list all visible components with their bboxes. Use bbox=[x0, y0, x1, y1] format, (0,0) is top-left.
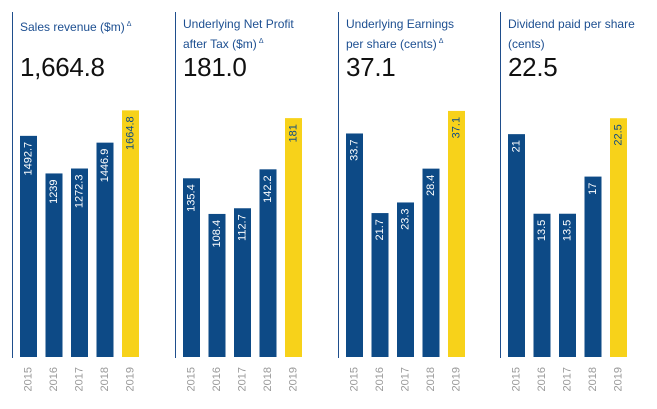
x-tick-label: 2018 bbox=[262, 367, 274, 391]
x-tick-label: 2016 bbox=[211, 367, 223, 391]
x-tick-label: 2019 bbox=[288, 367, 300, 391]
bar-2015 bbox=[508, 134, 525, 357]
x-tick-label: 2016 bbox=[374, 367, 386, 391]
bar-2017 bbox=[559, 213, 576, 357]
data-label: 181 bbox=[288, 124, 300, 142]
data-label: 13.5 bbox=[536, 220, 548, 241]
data-label: 17 bbox=[587, 183, 599, 195]
bar-2018 bbox=[96, 142, 114, 357]
title-mark: Δ bbox=[126, 21, 132, 28]
data-label: 28.4 bbox=[425, 175, 437, 196]
data-label: 22.5 bbox=[613, 124, 625, 145]
data-label: 135.4 bbox=[186, 184, 198, 212]
bar-2015 bbox=[20, 135, 37, 357]
bar-2019 bbox=[448, 110, 465, 357]
panel-sales-revenue: Sales revenue ($m) Δ 1,664.8 1492.7 2015 12… bbox=[12, 0, 167, 409]
chart-title: Sales revenue ($m) Δ bbox=[20, 20, 132, 34]
x-tick-label: 2019 bbox=[613, 367, 625, 391]
bar-2017 bbox=[71, 168, 88, 357]
data-label: 112.7 bbox=[237, 214, 249, 241]
bar-chart-eps: 33.7 2015 21.7 2016 23.3 2017 28.4 2018 37.1 2019 bbox=[346, 110, 465, 391]
x-tick-label: 2018 bbox=[587, 367, 599, 391]
headline-value: 37.1 bbox=[346, 52, 396, 82]
x-tick-label: 2017 bbox=[400, 367, 412, 391]
bar-2016 bbox=[371, 213, 389, 357]
x-tick-label: 2018 bbox=[425, 367, 437, 391]
data-label: 1492.7 bbox=[23, 142, 35, 176]
bar-2018 bbox=[259, 169, 277, 357]
x-tick-label: 2017 bbox=[562, 367, 574, 391]
x-tick-label: 2018 bbox=[99, 367, 111, 391]
data-label: 108.4 bbox=[211, 220, 223, 248]
x-tick-label: 2017 bbox=[74, 367, 86, 391]
x-tick-label: 2019 bbox=[451, 367, 463, 391]
panel-divider bbox=[175, 12, 176, 358]
bar-2017 bbox=[397, 202, 414, 357]
bar-chart-net-profit: 135.4 2015 108.4 2016 112.7 2017 142.2 2018 181 2… bbox=[183, 118, 302, 391]
chart-title: Underlying Earnings per share (cents) Δ bbox=[346, 17, 455, 51]
panel-divider bbox=[12, 12, 13, 358]
bar-2016 bbox=[208, 213, 226, 357]
data-label: 33.7 bbox=[349, 139, 361, 160]
x-tick-label: 2019 bbox=[125, 367, 137, 391]
bar-2018 bbox=[422, 168, 440, 357]
x-tick-label: 2016 bbox=[536, 367, 548, 391]
data-label: 21.7 bbox=[374, 219, 386, 240]
x-tick-label: 2015 bbox=[186, 367, 198, 391]
data-label: 1446.9 bbox=[99, 149, 111, 183]
data-label: 37.1 bbox=[451, 117, 463, 138]
title-mark: Δ bbox=[438, 38, 444, 45]
x-tick-label: 2015 bbox=[23, 367, 35, 391]
panel-underlying-net-profit: Underlying Net Profit after Tax ($m) Δ 18… bbox=[175, 0, 330, 409]
data-label: 23.3 bbox=[400, 208, 412, 229]
headline-value: 22.5 bbox=[508, 52, 558, 82]
bar-2015 bbox=[183, 178, 200, 357]
data-label: 1664.8 bbox=[125, 116, 137, 150]
data-label: 1239 bbox=[48, 179, 60, 203]
panel-dividend-paid: Dividend paid per share (cents) 22.5 21 2… bbox=[500, 0, 655, 409]
bar-2019 bbox=[285, 118, 302, 357]
x-tick-label: 2016 bbox=[48, 367, 60, 391]
bar-2019 bbox=[610, 118, 627, 357]
x-tick-label: 2015 bbox=[511, 367, 523, 391]
panel-divider bbox=[338, 12, 339, 358]
data-label: 21 bbox=[511, 140, 523, 152]
chart-title: Underlying Net Profit after Tax ($m) Δ bbox=[183, 17, 294, 51]
bar-2018 bbox=[584, 176, 602, 357]
headline-value: 1,664.8 bbox=[20, 52, 105, 82]
panel-underlying-eps: Underlying Earnings per share (cents) Δ 3… bbox=[338, 0, 493, 409]
bar-chart-sales-revenue: 1492.7 2015 1239 2016 1272.3 2017 1446.9 2018 16… bbox=[20, 110, 139, 391]
title-mark: Δ bbox=[258, 38, 264, 45]
bar-2019 bbox=[122, 110, 139, 357]
bar-2016 bbox=[533, 213, 551, 357]
bar-2017 bbox=[234, 208, 251, 357]
headline-value: 181.0 bbox=[183, 52, 247, 82]
data-label: 142.2 bbox=[262, 175, 274, 203]
bar-2016 bbox=[45, 173, 63, 357]
bar-chart-dividend: 21 2015 13.5 2016 13.5 2017 17 2018 22.5 2019 bbox=[508, 118, 627, 391]
data-label: 1272.3 bbox=[74, 175, 86, 209]
panel-divider bbox=[500, 12, 501, 358]
data-label: 13.5 bbox=[562, 220, 574, 241]
chart-title: Dividend paid per share (cents) bbox=[508, 17, 635, 51]
bar-2015 bbox=[346, 133, 363, 357]
x-tick-label: 2015 bbox=[349, 367, 361, 391]
x-tick-label: 2017 bbox=[237, 367, 249, 391]
